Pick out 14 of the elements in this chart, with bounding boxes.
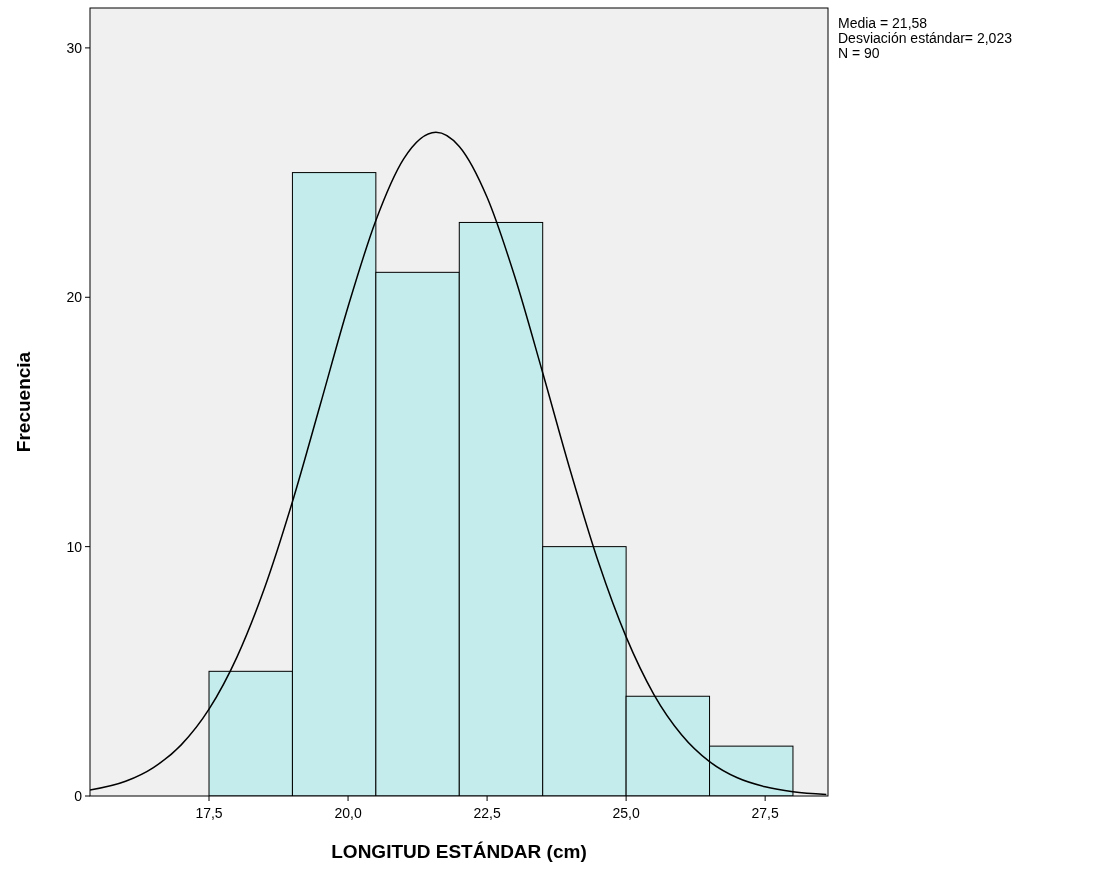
text: Media = 21,58 <box>838 15 928 31</box>
y-tick-label: 10 <box>66 538 83 555</box>
text: N = 90 <box>838 45 880 61</box>
y-tick-label: 20 <box>66 289 83 306</box>
y-axis-title: Frecuencia <box>13 351 34 453</box>
x-tick-label: 25,0 <box>612 805 640 821</box>
x-tick-label: 20,0 <box>334 805 362 821</box>
text: Desviación estándar= 2,023 <box>838 30 1013 46</box>
y-tick-label: 0 <box>74 788 83 804</box>
x-tick-label: 27,5 <box>751 805 779 821</box>
y-tick-label: 30 <box>66 39 83 56</box>
x-tick-label: 17,5 <box>195 805 223 821</box>
x-tick-label: 22,5 <box>473 805 501 821</box>
x-axis-title: LONGITUD ESTÁNDAR (cm) <box>331 841 587 862</box>
